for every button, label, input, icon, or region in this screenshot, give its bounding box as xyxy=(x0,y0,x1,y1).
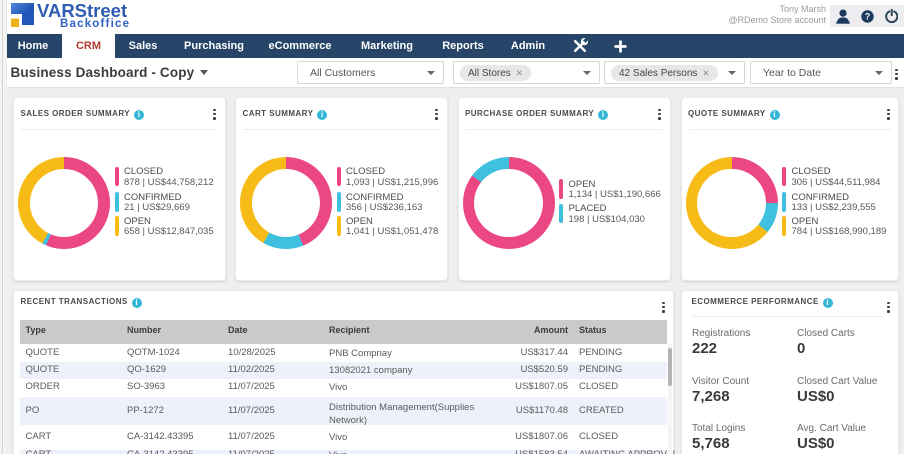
svg-text:?: ? xyxy=(865,11,870,21)
